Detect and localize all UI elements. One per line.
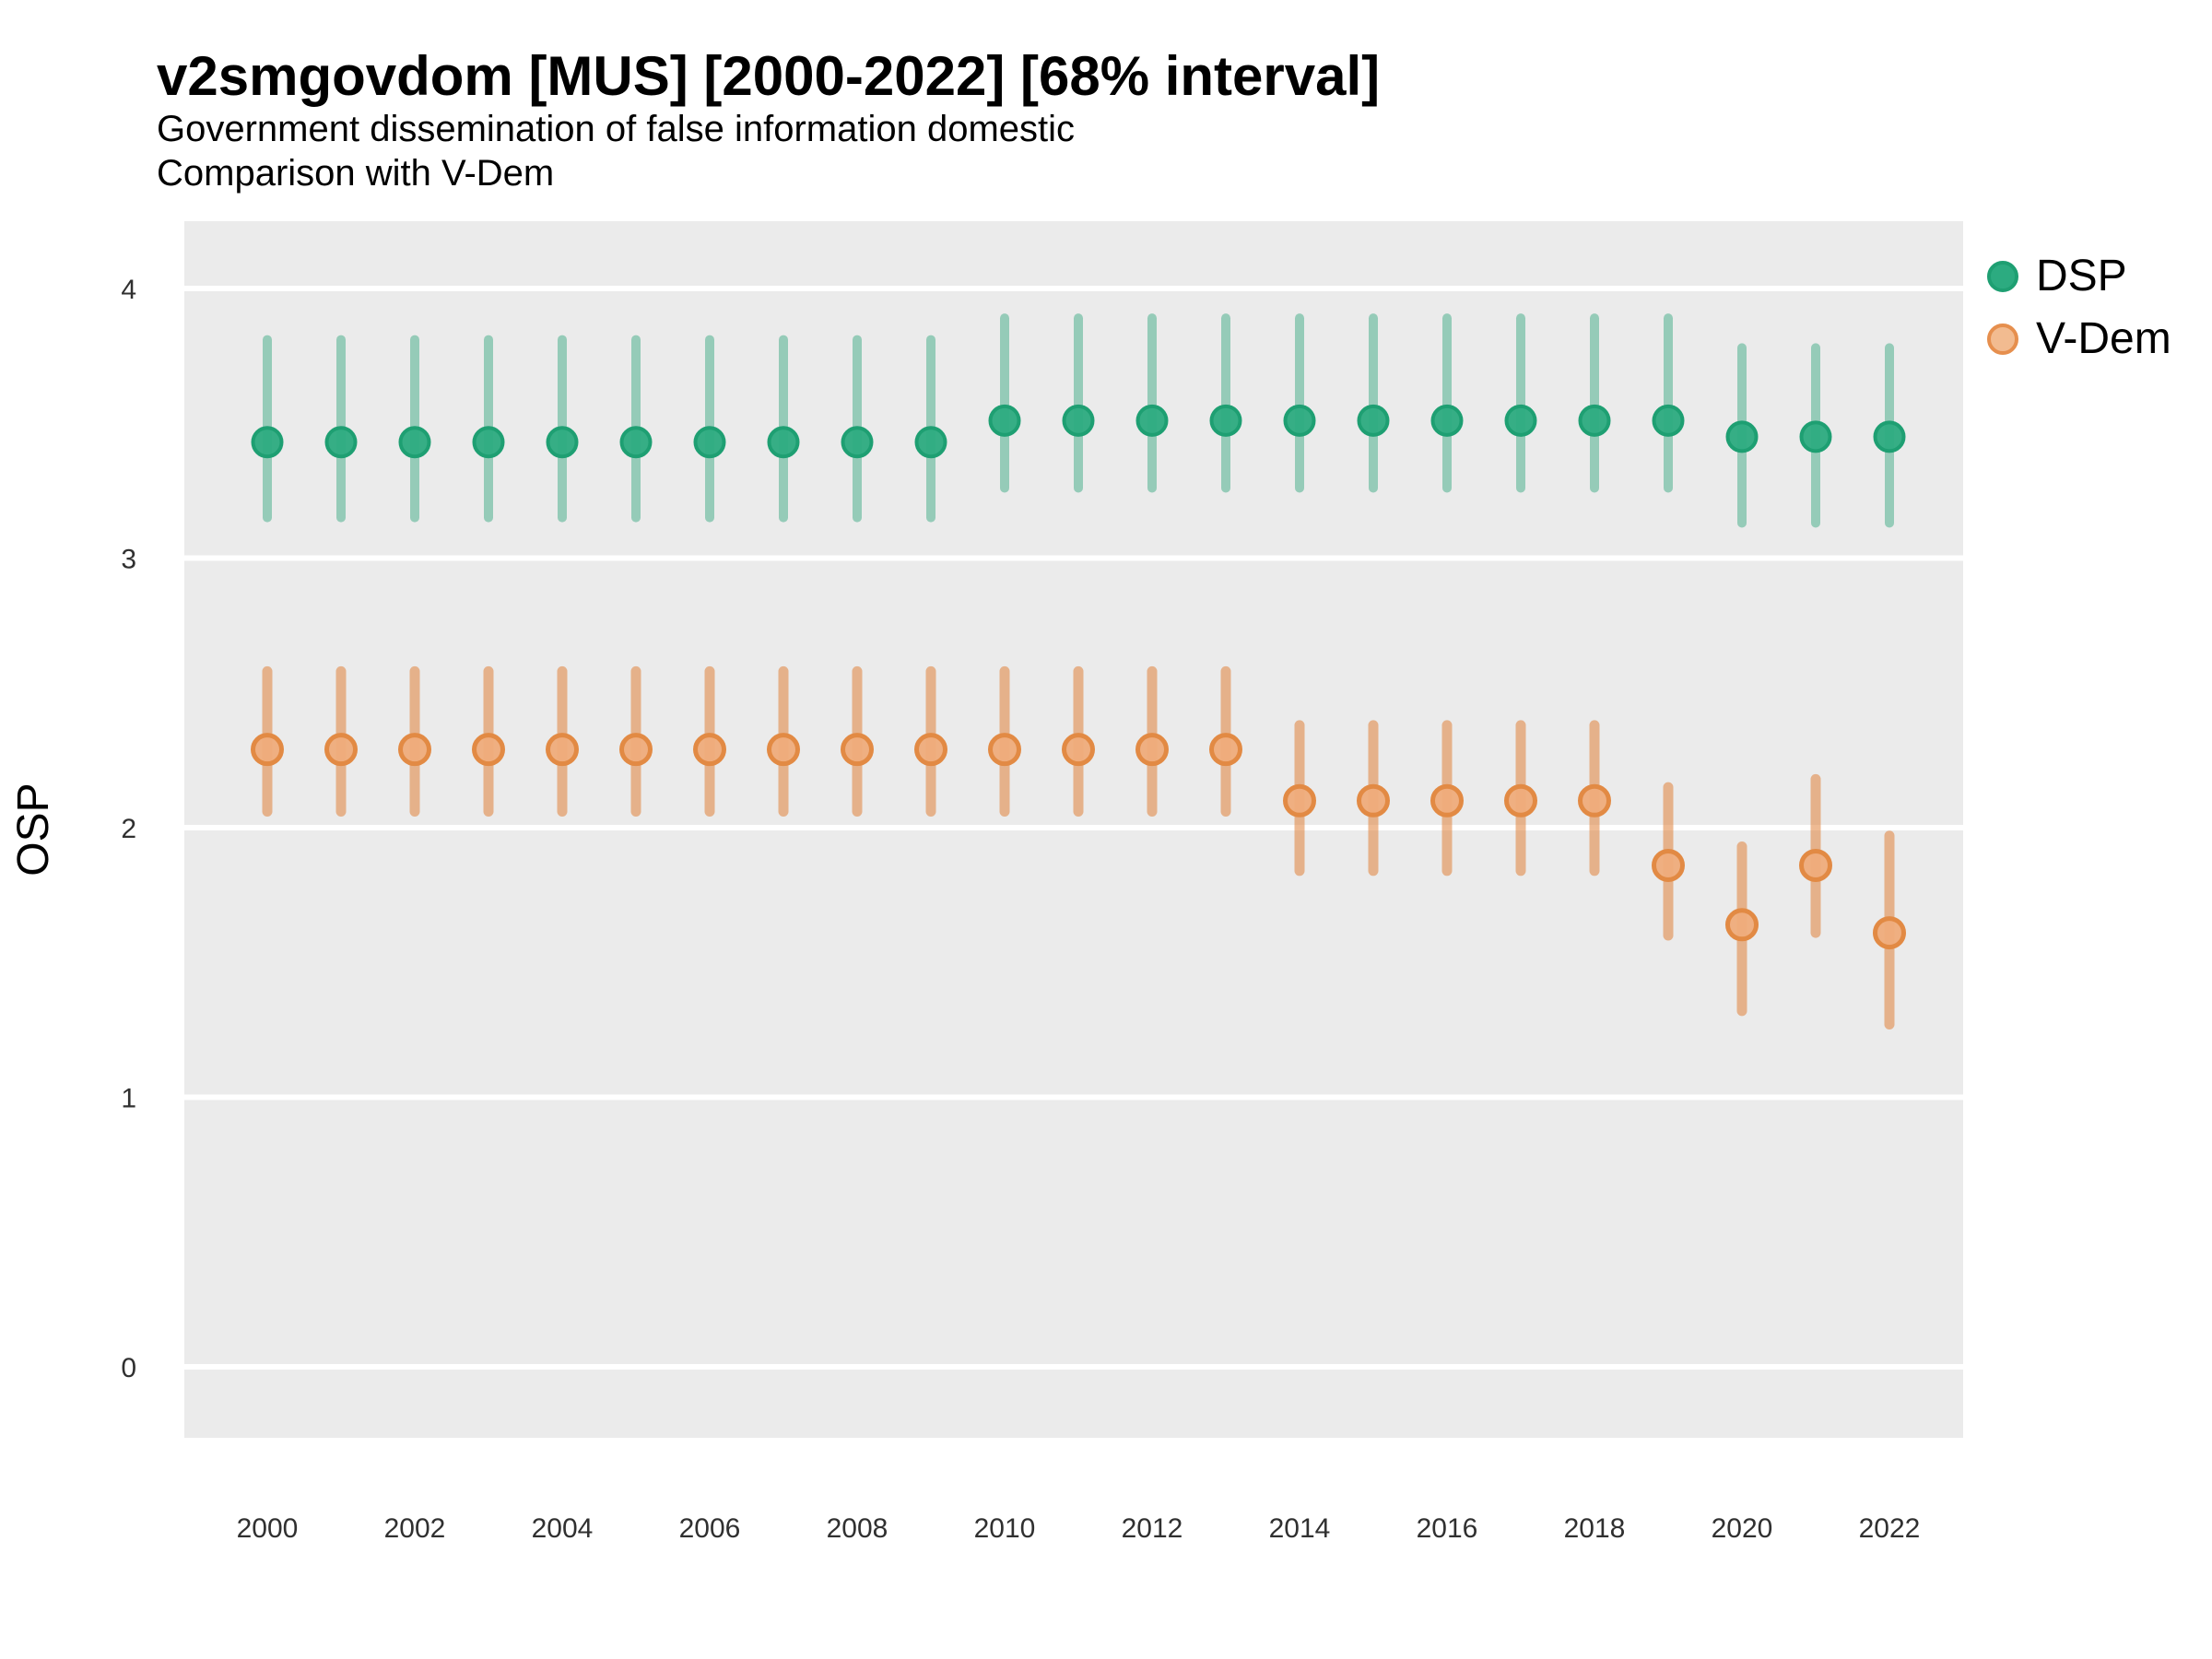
data-point — [841, 426, 874, 459]
data-point — [1799, 848, 1832, 882]
data-point — [1578, 783, 1611, 818]
x-tick-label: 2010 — [974, 1513, 1036, 1544]
data-point — [324, 733, 358, 767]
series-dsp — [251, 313, 1906, 528]
legend: DSP V-Dem — [1987, 251, 2171, 376]
x-tick-label: 2004 — [532, 1513, 594, 1544]
chart-title: v2smgovdom [MUS] [2000-2022] [68% interv… — [157, 45, 1381, 107]
data-point — [1135, 404, 1169, 437]
data-point — [1504, 783, 1537, 818]
y-tick-label: 3 — [121, 545, 136, 575]
legend-label: V-Dem — [2036, 314, 2171, 363]
data-point — [841, 733, 874, 767]
legend-label: DSP — [2036, 252, 2127, 300]
x-tick-label: 2008 — [827, 1513, 888, 1544]
data-point — [546, 733, 579, 767]
data-point — [1873, 420, 1906, 453]
data-point — [1504, 404, 1537, 437]
series-v-dem — [251, 665, 1906, 1030]
legend-dot-icon — [1987, 260, 2018, 292]
y-tick-label: 1 — [121, 1084, 136, 1114]
data-point — [398, 733, 431, 767]
x-tick-label: 2020 — [1712, 1513, 1773, 1544]
data-point — [767, 733, 800, 767]
x-tick-label: 2000 — [237, 1513, 299, 1544]
data-point — [398, 426, 431, 459]
data-point — [1283, 783, 1316, 818]
x-tick-label: 2002 — [384, 1513, 446, 1544]
data-point — [988, 404, 1021, 437]
legend-item-v-dem: V-Dem — [1987, 313, 2171, 364]
data-point — [1062, 733, 1095, 767]
y-tick-label: 4 — [121, 275, 136, 305]
data-point — [1135, 733, 1169, 767]
data-point — [1652, 404, 1685, 437]
data-point — [1578, 404, 1611, 437]
data-point — [1062, 404, 1095, 437]
y-axis-title: OSP — [9, 782, 58, 876]
x-tick-label: 2018 — [1564, 1513, 1626, 1544]
data-point — [1652, 848, 1685, 882]
data-point — [1799, 420, 1832, 453]
data-point — [1430, 404, 1464, 437]
data-point — [988, 733, 1021, 767]
x-tick-label: 2022 — [1859, 1513, 1921, 1544]
data-point — [914, 733, 947, 767]
chart-subtitle-line2: Comparison with V-Dem — [157, 153, 555, 194]
chart-subtitle-line1: Government dissemination of false inform… — [157, 109, 1076, 149]
data-point — [619, 733, 653, 767]
data-point — [914, 426, 947, 459]
data-point — [1209, 733, 1242, 767]
x-tick-label: 2014 — [1269, 1513, 1331, 1544]
x-tick-label: 2006 — [679, 1513, 741, 1544]
data-point — [1430, 783, 1464, 818]
data-point — [767, 426, 800, 459]
data-point — [251, 733, 284, 767]
data-point — [1725, 908, 1759, 942]
data-point — [1873, 916, 1906, 950]
legend-item-dsp: DSP — [1987, 251, 2171, 301]
x-tick-label: 2012 — [1122, 1513, 1183, 1544]
data-point — [472, 733, 505, 767]
data-point — [1209, 404, 1242, 437]
data-point — [1357, 783, 1390, 818]
y-tick-label: 0 — [121, 1353, 136, 1383]
data-point — [251, 426, 284, 459]
data-point — [472, 426, 505, 459]
data-point — [693, 733, 726, 767]
data-point — [1357, 404, 1390, 437]
data-point — [324, 426, 358, 459]
data-point — [1283, 404, 1316, 437]
x-tick-label: 2016 — [1417, 1513, 1478, 1544]
data-point — [693, 426, 726, 459]
data-point — [546, 426, 579, 459]
data-point — [619, 426, 653, 459]
data-point — [1725, 420, 1759, 453]
y-tick-label: 2 — [121, 814, 136, 844]
legend-dot-icon — [1987, 323, 2018, 355]
